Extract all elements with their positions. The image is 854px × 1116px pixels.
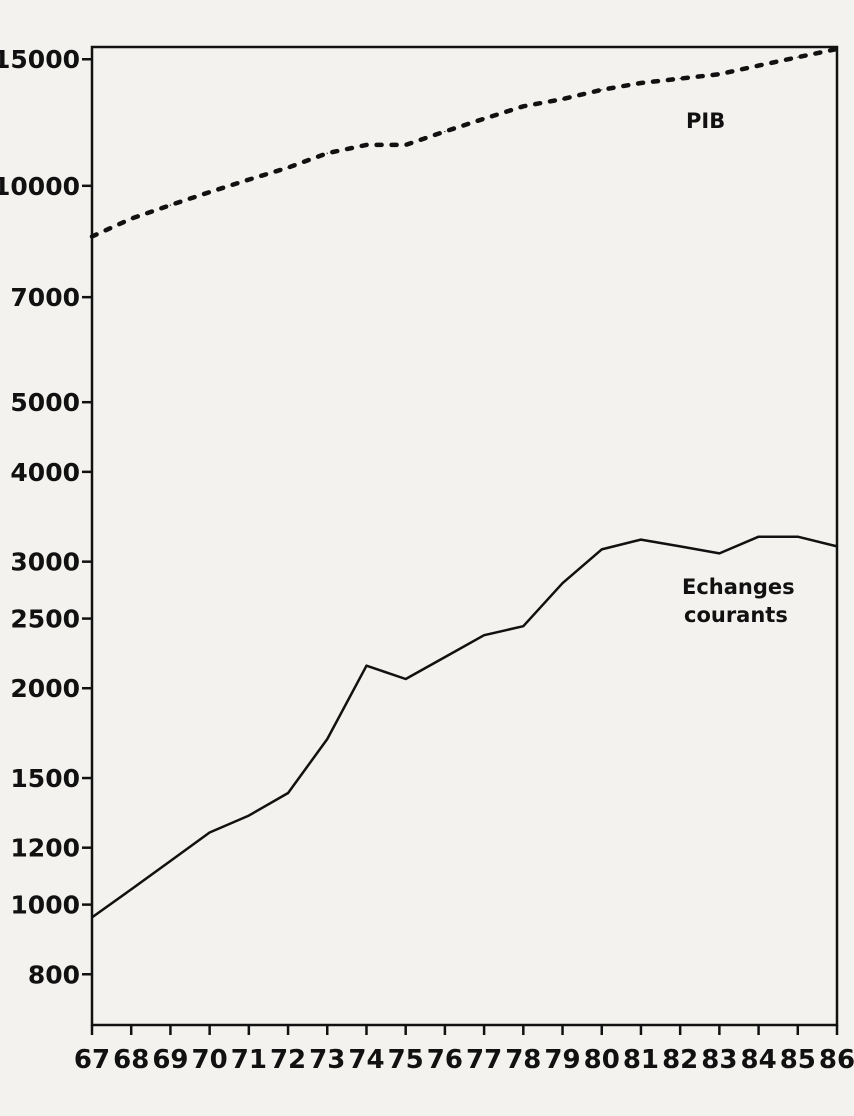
x-tick-label: 76 bbox=[427, 1045, 463, 1075]
y-tick-label: 15000 bbox=[0, 45, 80, 74]
x-tick-label: 83 bbox=[701, 1045, 737, 1075]
data-point bbox=[91, 235, 93, 238]
data-point bbox=[522, 625, 524, 627]
y-tick-label: 1000 bbox=[10, 891, 80, 920]
y-tick-label: 800 bbox=[28, 960, 80, 989]
data-point bbox=[679, 77, 681, 80]
data-point bbox=[326, 738, 328, 740]
data-point bbox=[287, 167, 289, 169]
data-point bbox=[405, 678, 407, 680]
data-point bbox=[248, 814, 250, 817]
series-label-echanges-line1: Echanges bbox=[682, 575, 795, 599]
x-tick-label: 86 bbox=[819, 1045, 854, 1075]
y-tick-label: 1500 bbox=[10, 764, 80, 793]
series-label-pib: PIB bbox=[686, 109, 725, 133]
data-point bbox=[797, 56, 799, 58]
y-tick-label: 2000 bbox=[10, 674, 80, 703]
x-tick-label: 68 bbox=[113, 1045, 149, 1075]
data-point bbox=[248, 179, 250, 181]
x-tick-label: 71 bbox=[231, 1045, 267, 1075]
data-point bbox=[483, 634, 485, 636]
x-tick-label: 85 bbox=[780, 1045, 816, 1075]
data-point bbox=[836, 545, 838, 548]
data-point bbox=[522, 105, 524, 107]
data-point bbox=[91, 916, 93, 918]
x-tick-label: 73 bbox=[309, 1045, 345, 1075]
data-point bbox=[365, 665, 368, 667]
data-point bbox=[601, 89, 603, 91]
y-tick-label: 2500 bbox=[10, 605, 80, 634]
y-tick-label: 7000 bbox=[10, 283, 80, 312]
data-point bbox=[718, 552, 720, 555]
data-point bbox=[169, 204, 172, 206]
y-axis: 15000 10000 7000 5000 4000 3000 2500 2000 1500 12… bbox=[0, 45, 92, 989]
x-tick-label: 81 bbox=[623, 1045, 659, 1075]
data-point bbox=[209, 191, 211, 193]
data-point bbox=[169, 860, 172, 862]
data-point bbox=[130, 218, 132, 220]
x-tick-label: 69 bbox=[152, 1045, 188, 1075]
x-tick-label: 72 bbox=[270, 1045, 306, 1075]
data-point bbox=[209, 831, 211, 834]
y-tick-label: 1200 bbox=[10, 834, 80, 863]
x-tick-label: 70 bbox=[192, 1045, 228, 1075]
data-point bbox=[836, 48, 838, 50]
x-tick-label: 67 bbox=[74, 1045, 110, 1075]
data-point bbox=[561, 98, 564, 100]
data-point bbox=[365, 144, 368, 146]
data-point bbox=[757, 64, 760, 67]
data-point bbox=[640, 82, 642, 84]
x-axis: 67 68 69 70 71 72 73 74 75 76 77 78 79 80 81 82 83 84 85 86 bbox=[74, 1025, 854, 1075]
data-point bbox=[326, 152, 328, 154]
y-tick-label: 4000 bbox=[10, 458, 80, 487]
data-point bbox=[130, 888, 132, 890]
data-point bbox=[757, 536, 760, 538]
data-point bbox=[444, 130, 446, 133]
x-tick-label: 77 bbox=[466, 1045, 502, 1075]
x-tick-label: 75 bbox=[388, 1045, 424, 1075]
series-layer bbox=[89, 46, 840, 919]
series-labels: PIB Echanges courants bbox=[682, 109, 795, 627]
data-point bbox=[601, 548, 603, 551]
series-label-echanges-line2: courants bbox=[684, 603, 788, 627]
series-line-echanges-courants bbox=[91, 535, 838, 919]
x-tick-label: 84 bbox=[740, 1045, 776, 1075]
x-tick-label: 74 bbox=[348, 1045, 384, 1075]
data-point bbox=[718, 73, 720, 75]
data-point bbox=[483, 118, 485, 120]
data-point bbox=[405, 144, 407, 146]
data-point bbox=[444, 656, 446, 658]
data-point bbox=[797, 536, 799, 538]
x-tick-label: 78 bbox=[505, 1045, 541, 1075]
series-line-pib bbox=[89, 46, 840, 239]
y-tick-label: 5000 bbox=[10, 388, 80, 417]
data-point bbox=[640, 538, 642, 541]
y-tick-label: 10000 bbox=[0, 172, 80, 201]
x-tick-label: 80 bbox=[584, 1045, 620, 1075]
x-tick-label: 79 bbox=[544, 1045, 580, 1075]
plot-area bbox=[90, 45, 839, 1027]
data-point bbox=[287, 792, 289, 794]
data-point bbox=[561, 582, 564, 584]
x-tick-label: 82 bbox=[662, 1045, 698, 1075]
data-point bbox=[679, 545, 681, 548]
y-tick-label: 3000 bbox=[10, 548, 80, 577]
